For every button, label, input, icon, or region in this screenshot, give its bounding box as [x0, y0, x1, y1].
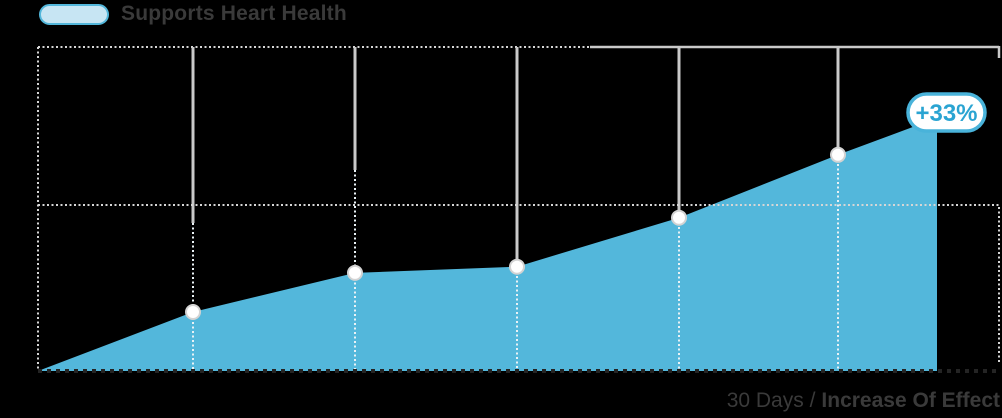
data-point-marker [671, 209, 687, 226]
x-axis-caption: 30 Days / Increase Of Effect [727, 389, 1000, 413]
data-point-marker [347, 264, 363, 281]
increase-badge-label: +33% [915, 100, 977, 127]
caption-effect: Increase Of Effect [821, 389, 1000, 412]
caption-days: 30 Days / [726, 389, 816, 412]
data-point-marker [509, 258, 525, 275]
legend-swatch-icon [39, 3, 109, 25]
data-point-marker [830, 146, 846, 163]
area-series [38, 118, 937, 371]
data-point-marker [185, 304, 201, 320]
legend: Supports Heart Health [39, 2, 347, 25]
legend-label: Supports Heart Health [121, 2, 347, 25]
increase-badge [906, 92, 987, 133]
